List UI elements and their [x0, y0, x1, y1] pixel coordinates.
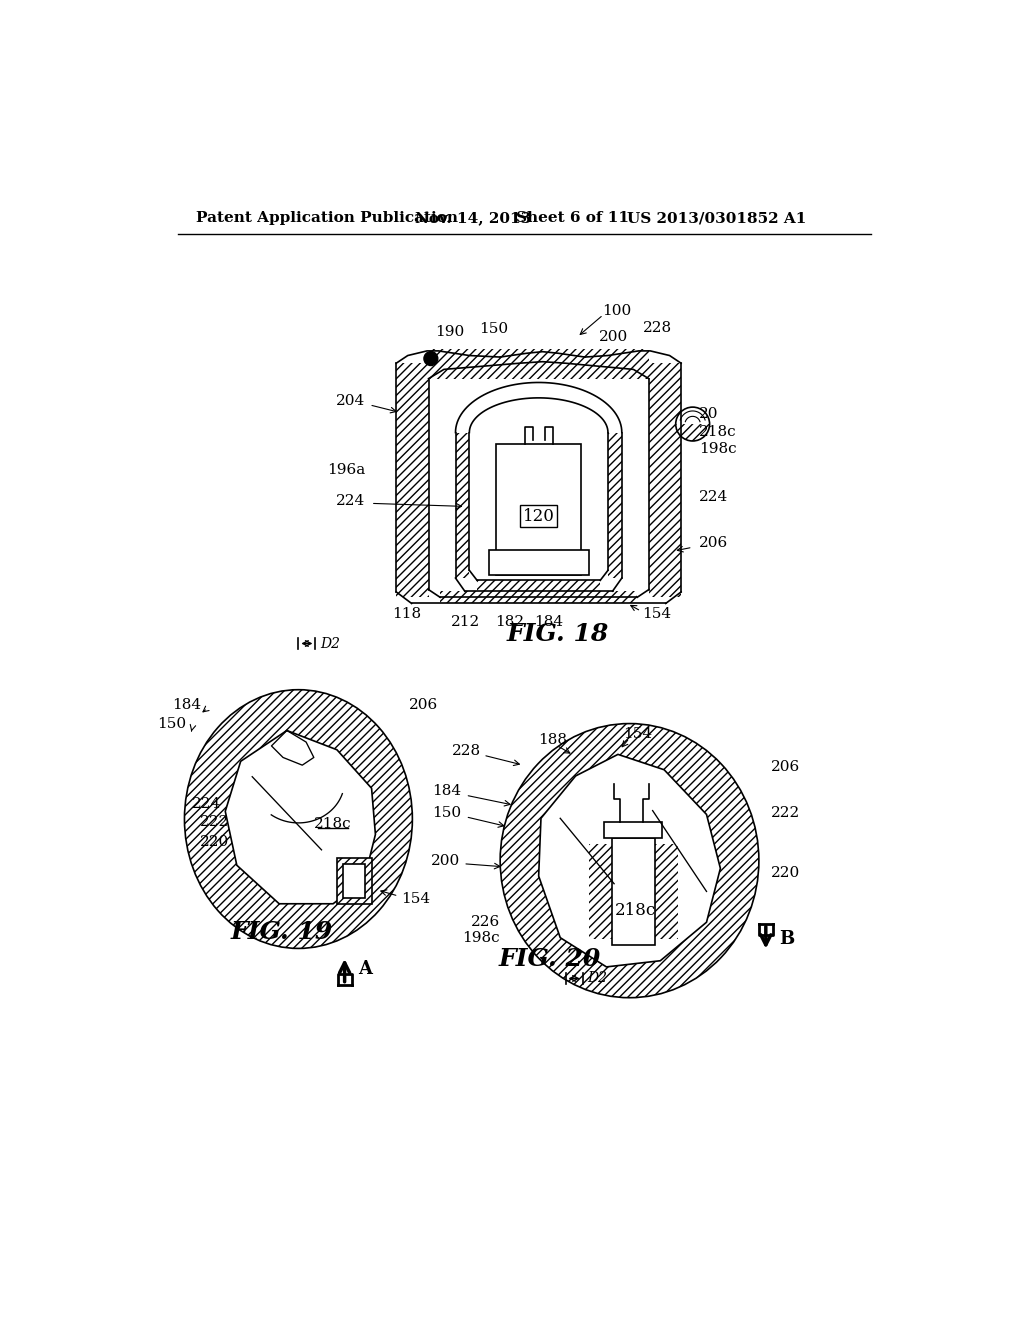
Text: 118: 118: [391, 607, 421, 622]
Bar: [608, 433, 622, 578]
Text: 20: 20: [698, 407, 718, 421]
Text: 196a: 196a: [327, 463, 366, 478]
Text: 154: 154: [401, 892, 431, 906]
Text: 188: 188: [538, 733, 567, 747]
Text: 200: 200: [599, 330, 628, 345]
Text: FIG. 18: FIG. 18: [507, 622, 609, 647]
Text: 220: 220: [771, 866, 801, 880]
Bar: [604, 822, 663, 837]
Text: 184: 184: [535, 615, 563, 628]
Text: 218c: 218c: [698, 425, 736, 438]
Bar: [440, 591, 637, 603]
Text: 182: 182: [495, 615, 524, 628]
Text: 150: 150: [479, 322, 509, 337]
Text: 206: 206: [410, 698, 438, 711]
Text: D2: D2: [319, 636, 340, 651]
Bar: [654, 843, 678, 940]
Text: 150: 150: [432, 807, 462, 820]
Circle shape: [676, 407, 710, 441]
Text: Sheet 6 of 11: Sheet 6 of 11: [515, 211, 629, 226]
Ellipse shape: [184, 689, 413, 949]
Text: 200: 200: [431, 854, 460, 867]
Text: B: B: [779, 931, 795, 948]
Text: 224: 224: [193, 797, 221, 810]
Text: 198c: 198c: [463, 931, 500, 945]
Bar: [488, 549, 589, 576]
Text: 218c: 218c: [615, 902, 656, 919]
Text: 222: 222: [200, 816, 229, 829]
Text: 204: 204: [336, 393, 366, 408]
Bar: [337, 858, 372, 904]
Text: 198c: 198c: [698, 442, 736, 457]
Text: FIG. 19: FIG. 19: [230, 920, 333, 944]
Bar: [429, 350, 649, 379]
Bar: [649, 363, 681, 597]
Text: 218c: 218c: [313, 817, 351, 832]
Text: 190: 190: [435, 325, 465, 339]
Text: 222: 222: [771, 807, 801, 820]
Bar: [497, 444, 581, 576]
Text: 226: 226: [471, 915, 500, 929]
Text: 184: 184: [432, 784, 462, 799]
Circle shape: [424, 351, 438, 366]
Text: 154: 154: [624, 727, 652, 742]
Text: 224: 224: [698, 490, 728, 504]
Text: 224: 224: [336, 494, 366, 508]
Bar: [343, 863, 366, 898]
Bar: [477, 581, 600, 591]
Text: 220: 220: [200, 836, 229, 849]
Text: FIG. 20: FIG. 20: [499, 948, 601, 972]
Text: Nov. 14, 2013: Nov. 14, 2013: [416, 211, 531, 226]
Text: 206: 206: [771, 760, 801, 774]
Text: A: A: [358, 960, 373, 978]
Text: 184: 184: [172, 698, 202, 711]
Text: 154: 154: [643, 607, 672, 622]
Polygon shape: [225, 730, 376, 904]
Bar: [396, 363, 429, 597]
Bar: [612, 837, 654, 945]
Text: 212: 212: [451, 615, 480, 628]
Text: 228: 228: [452, 744, 481, 758]
Text: Patent Application Publication: Patent Application Publication: [196, 211, 458, 226]
Text: 228: 228: [643, 321, 672, 335]
Ellipse shape: [500, 723, 759, 998]
Text: 206: 206: [698, 536, 728, 550]
Polygon shape: [539, 755, 720, 966]
Text: 100: 100: [602, 304, 631, 318]
Text: US 2013/0301852 A1: US 2013/0301852 A1: [628, 211, 807, 226]
Bar: [589, 843, 612, 940]
Bar: [456, 433, 469, 578]
Bar: [337, 858, 372, 904]
Text: 120: 120: [522, 508, 555, 524]
Text: 150: 150: [157, 717, 186, 731]
Text: D2: D2: [587, 972, 607, 986]
